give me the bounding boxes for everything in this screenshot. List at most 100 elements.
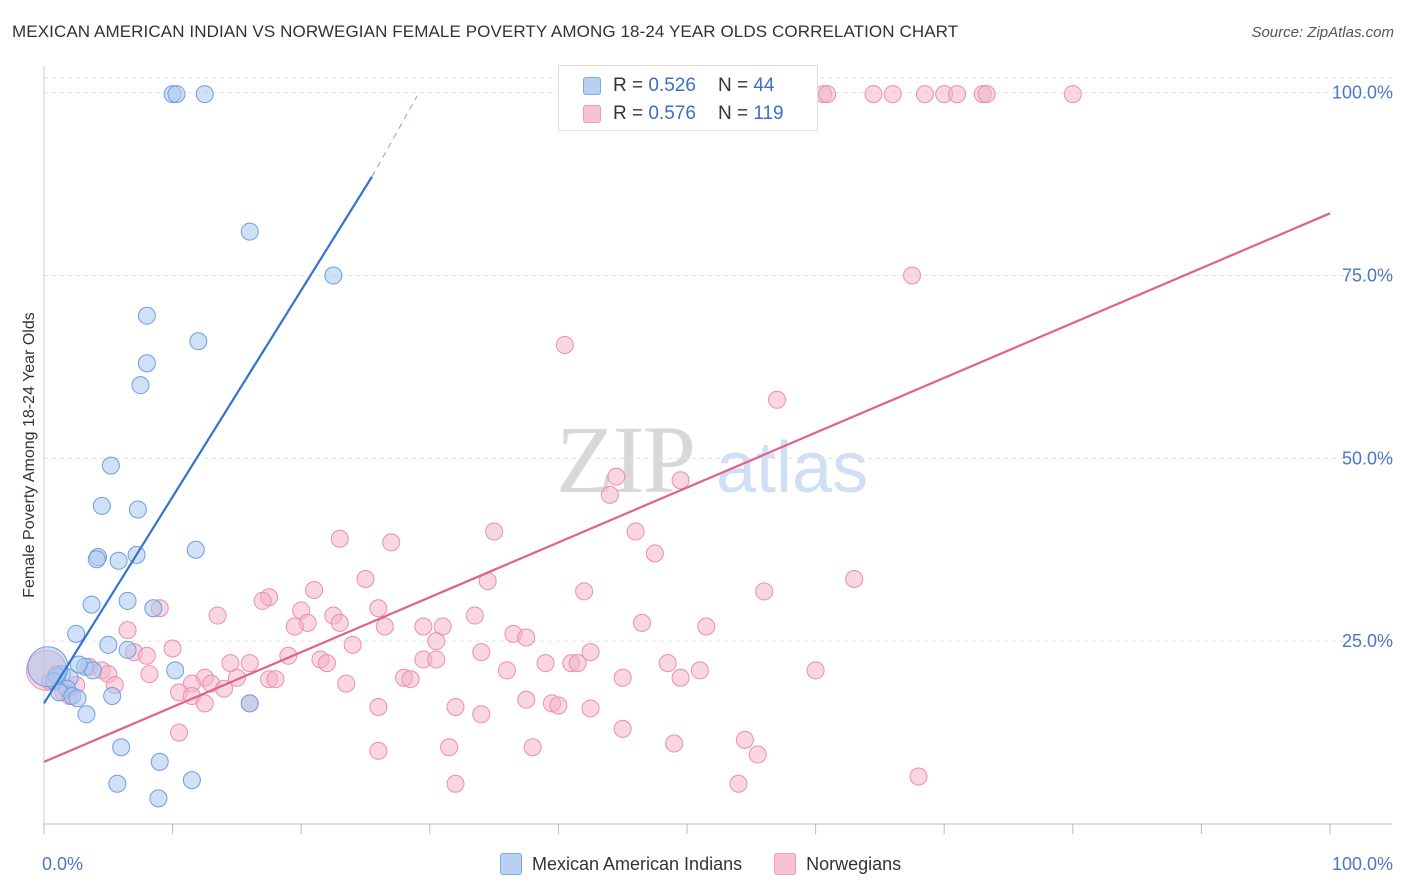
mexican-american-indians-point-2: [195, 85, 214, 104]
mexican-american-indians-point-37: [108, 774, 127, 793]
norwegians-point-94: [446, 697, 465, 716]
mexican-american-indians-point-10: [92, 496, 111, 515]
norwegians-point-101: [369, 741, 388, 760]
norwegians-point-46: [118, 621, 137, 640]
norwegians-point-62: [317, 654, 336, 673]
norwegians-point-98: [549, 696, 568, 715]
norwegians-point-65: [568, 654, 587, 673]
mexican-american-indians-point-3: [240, 222, 259, 241]
mexican-american-indians-point-35: [112, 738, 131, 757]
norwegians-point-63: [536, 654, 555, 673]
norwegians-point-44: [632, 613, 651, 632]
mexican-american-indians-point-19: [144, 599, 163, 618]
norwegians-point-26: [845, 569, 864, 588]
norwegians-point-105: [665, 734, 684, 753]
mexican-american-indians-point-36: [150, 752, 169, 771]
mexican-american-indians-point-42: [69, 655, 88, 674]
y-tick-label-100: 100.0%: [1332, 83, 1393, 103]
norwegians-point-16: [607, 467, 626, 486]
r-value-blue: 0.526: [648, 75, 696, 96]
mexican-american-indians-point-41: [166, 661, 185, 680]
mexican-american-indians-point-1: [167, 85, 186, 104]
n-label: N =: [717, 103, 749, 124]
norwegians-point-106: [735, 730, 754, 749]
series-norwegians: [26, 85, 1082, 793]
norwegians-point-22: [382, 533, 401, 552]
norwegians-point-40: [285, 617, 304, 636]
watermark-atlas: atlas: [716, 428, 868, 508]
x-tick-label-min: 0.0%: [42, 854, 83, 874]
mexican-american-indians-point-5: [137, 306, 156, 325]
norwegians-point-78: [401, 670, 420, 689]
norwegians-point-37: [465, 606, 484, 625]
norwegians-point-19: [485, 522, 504, 541]
norwegians-point-57: [427, 650, 446, 669]
norwegians-point-49: [427, 632, 446, 651]
norwegians-point-29: [755, 582, 774, 601]
mexican-american-indians-point-43: [27, 646, 69, 688]
watermark: ZIP atlas: [556, 406, 868, 513]
norwegians-point-99: [581, 699, 600, 718]
norwegians-point-103: [523, 738, 542, 757]
mexican-american-indians-point-11: [128, 500, 147, 519]
mexican-american-indians-point-16: [109, 551, 128, 570]
series-legend: Mexican American Indians Norwegians: [500, 852, 933, 876]
mexican-american-indians-point-39: [149, 789, 168, 808]
mexican-american-indians-point-6: [189, 332, 208, 351]
trend-extension-mexican-american-indians: [371, 96, 418, 177]
norwegians-point-23: [645, 544, 664, 563]
norwegians-point-45: [697, 617, 716, 636]
norwegians-point-27: [305, 580, 324, 599]
norwegians-point-15: [768, 390, 787, 409]
norwegians-point-53: [137, 646, 156, 665]
pink-swatch: [774, 853, 797, 875]
norwegians-point-59: [581, 643, 600, 662]
norwegians-point-42: [414, 617, 433, 636]
norwegians-point-12: [1063, 85, 1082, 104]
r-label: R =: [613, 103, 644, 124]
norwegians-point-24: [356, 569, 375, 588]
mexican-american-indians-point-9: [101, 456, 120, 475]
mexican-american-indians-point-21: [99, 635, 118, 654]
norwegians-point-18: [671, 471, 690, 490]
norwegians-point-20: [626, 522, 645, 541]
pink-swatch: [583, 105, 601, 123]
r-label: R =: [613, 75, 644, 96]
norwegians-point-41: [375, 617, 394, 636]
grid: [44, 77, 1392, 642]
norwegians-point-58: [472, 643, 491, 662]
trend-line-norwegians: [43, 212, 1331, 763]
norwegians-point-28: [575, 582, 594, 601]
blue-swatch: [583, 77, 601, 95]
norwegians-point-31: [253, 591, 272, 610]
norwegians-point-11: [977, 85, 996, 104]
r-value-pink: 0.576: [648, 103, 696, 124]
y-tick-label-25: 25.0%: [1342, 631, 1393, 651]
mexican-american-indians-point-34: [77, 705, 96, 724]
norwegians-point-91: [195, 694, 214, 713]
n-value-pink: 119: [753, 103, 784, 124]
norwegians-point-108: [446, 774, 465, 793]
mexican-american-indians-point-8: [131, 376, 150, 395]
norwegians-point-4: [818, 85, 837, 104]
mexican-american-indians-point-32: [68, 689, 87, 708]
mexican-american-indians-point-40: [240, 694, 259, 713]
n-label: N =: [717, 75, 749, 96]
norwegians-point-104: [613, 719, 632, 738]
norwegians-point-35: [208, 606, 227, 625]
series-mexican-american-indians: [27, 85, 343, 808]
norwegians-point-66: [658, 654, 677, 673]
norwegians-point-79: [613, 668, 632, 687]
legend-item-norwegians: Norwegians: [774, 853, 901, 875]
norwegians-point-34: [369, 599, 388, 618]
watermark-zip: ZIP: [556, 406, 694, 513]
norwegians-point-86: [337, 674, 356, 693]
mexican-american-indians-point-14: [87, 550, 106, 569]
y-tick-label-75: 75.0%: [1342, 265, 1393, 285]
mexican-american-indians-point-22: [118, 640, 137, 659]
mexican-american-indians-point-18: [118, 591, 137, 610]
stats-row-norwegians: R = 0.576 N = 119: [583, 102, 784, 126]
norwegians-point-102: [440, 738, 459, 757]
norwegians-point-100: [170, 723, 189, 742]
